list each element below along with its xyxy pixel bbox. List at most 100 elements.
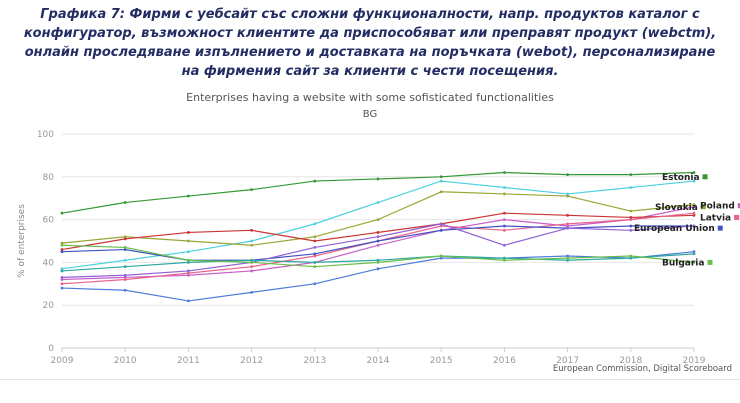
data-point-unlabeled[interactable] [250, 239, 254, 243]
data-point-bulgaria[interactable] [629, 254, 633, 258]
data-point-unlabeled[interactable] [250, 229, 254, 233]
data-point-unlabeled[interactable] [692, 250, 696, 254]
data-point-slovakia[interactable] [60, 242, 64, 245]
data-point-latvia[interactable] [250, 265, 254, 269]
data-point-estonia[interactable] [250, 188, 254, 192]
data-point-unlabeled[interactable] [503, 244, 506, 248]
data-point-poland[interactable] [60, 278, 64, 282]
data-point-unlabeled[interactable] [692, 224, 696, 228]
data-point-bulgaria[interactable] [376, 261, 380, 265]
data-point-european-union[interactable] [439, 229, 443, 233]
data-point-unlabeled[interactable] [376, 267, 380, 271]
data-point-poland[interactable] [503, 218, 506, 222]
data-point-estonia[interactable] [629, 173, 633, 177]
data-point-unlabeled[interactable] [503, 186, 506, 190]
data-point-poland[interactable] [250, 269, 254, 273]
data-point-unlabeled[interactable] [60, 267, 64, 271]
data-point-latvia[interactable] [692, 212, 696, 215]
data-point-estonia[interactable] [692, 171, 696, 175]
data-point-poland[interactable] [566, 224, 569, 228]
data-point-bulgaria[interactable] [60, 244, 64, 248]
data-point-unlabeled[interactable] [123, 265, 127, 269]
data-point-latvia[interactable] [566, 222, 569, 226]
data-point-unlabeled[interactable] [187, 231, 190, 235]
data-point-unlabeled[interactable] [566, 254, 569, 258]
data-point-unlabeled[interactable] [566, 214, 569, 218]
data-point-unlabeled[interactable] [376, 235, 380, 239]
data-point-unlabeled[interactable] [60, 269, 64, 273]
data-point-unlabeled[interactable] [313, 282, 317, 286]
data-point-unlabeled[interactable] [566, 192, 569, 196]
data-point-unlabeled[interactable] [376, 201, 380, 205]
data-point-unlabeled[interactable] [566, 259, 569, 263]
data-point-poland[interactable] [692, 205, 696, 209]
data-point-european-union[interactable] [60, 250, 64, 254]
data-point-unlabeled[interactable] [60, 248, 64, 252]
data-point-estonia[interactable] [60, 212, 64, 215]
data-point-bulgaria[interactable] [439, 254, 443, 258]
data-point-slovakia[interactable] [439, 190, 443, 194]
data-point-bulgaria[interactable] [566, 257, 569, 260]
data-point-latvia[interactable] [439, 224, 443, 228]
data-point-unlabeled[interactable] [313, 239, 317, 243]
data-point-unlabeled[interactable] [250, 291, 254, 295]
data-point-bulgaria[interactable] [313, 265, 317, 269]
data-point-latvia[interactable] [187, 272, 190, 275]
data-point-bulgaria[interactable] [250, 261, 254, 265]
data-point-unlabeled[interactable] [313, 246, 317, 250]
data-point-european-union[interactable] [629, 224, 633, 228]
data-point-estonia[interactable] [503, 171, 506, 175]
data-point-unlabeled[interactable] [123, 259, 127, 263]
data-point-unlabeled[interactable] [250, 259, 254, 263]
data-point-slovakia[interactable] [566, 195, 569, 198]
data-point-latvia[interactable] [503, 229, 506, 233]
data-point-european-union[interactable] [123, 248, 127, 252]
data-point-unlabeled[interactable] [503, 212, 506, 215]
data-point-unlabeled[interactable] [692, 214, 696, 218]
data-point-latvia[interactable] [629, 218, 633, 222]
data-point-unlabeled[interactable] [692, 252, 696, 256]
data-point-estonia[interactable] [123, 201, 127, 205]
data-point-unlabeled[interactable] [313, 261, 317, 265]
data-point-unlabeled[interactable] [313, 222, 317, 226]
data-point-european-union[interactable] [503, 224, 506, 228]
data-point-unlabeled[interactable] [439, 257, 443, 260]
data-point-unlabeled[interactable] [629, 257, 633, 260]
data-point-bulgaria[interactable] [187, 259, 190, 263]
data-point-slovakia[interactable] [187, 239, 190, 243]
data-point-unlabeled[interactable] [187, 299, 190, 303]
data-point-poland[interactable] [187, 274, 190, 278]
data-point-unlabeled[interactable] [60, 287, 64, 290]
data-point-estonia[interactable] [313, 180, 317, 183]
data-point-estonia[interactable] [439, 175, 443, 179]
data-point-unlabeled[interactable] [187, 250, 190, 254]
data-point-slovakia[interactable] [503, 192, 506, 196]
data-point-slovakia[interactable] [376, 218, 380, 222]
data-point-unlabeled[interactable] [187, 269, 190, 273]
data-point-slovakia[interactable] [629, 210, 633, 213]
data-point-unlabeled[interactable] [566, 227, 569, 230]
data-point-unlabeled[interactable] [376, 259, 380, 263]
data-point-unlabeled[interactable] [187, 261, 190, 265]
data-point-latvia[interactable] [60, 282, 64, 286]
data-point-poland[interactable] [123, 276, 127, 280]
data-point-european-union[interactable] [376, 239, 380, 243]
data-point-slovakia[interactable] [250, 244, 254, 248]
data-point-bulgaria[interactable] [503, 259, 506, 263]
data-point-european-union[interactable] [313, 252, 317, 256]
data-point-unlabeled[interactable] [629, 216, 633, 220]
data-point-bulgaria[interactable] [123, 246, 127, 250]
data-point-unlabeled[interactable] [629, 186, 633, 190]
data-point-unlabeled[interactable] [123, 289, 127, 292]
data-point-slovakia[interactable] [123, 235, 127, 239]
line-chart[interactable]: 0 20 40 60 80 100 2009 2010 2011 2012 2013 2014 2015… [0, 122, 740, 372]
data-point-unlabeled[interactable] [439, 180, 443, 183]
data-point-unlabeled[interactable] [60, 276, 64, 280]
data-point-unlabeled[interactable] [123, 237, 127, 241]
data-point-unlabeled[interactable] [692, 180, 696, 183]
data-point-unlabeled[interactable] [376, 231, 380, 235]
data-point-bulgaria[interactable] [692, 261, 696, 265]
data-point-poland[interactable] [376, 244, 380, 248]
data-point-unlabeled[interactable] [629, 229, 633, 233]
data-point-unlabeled[interactable] [439, 222, 443, 226]
